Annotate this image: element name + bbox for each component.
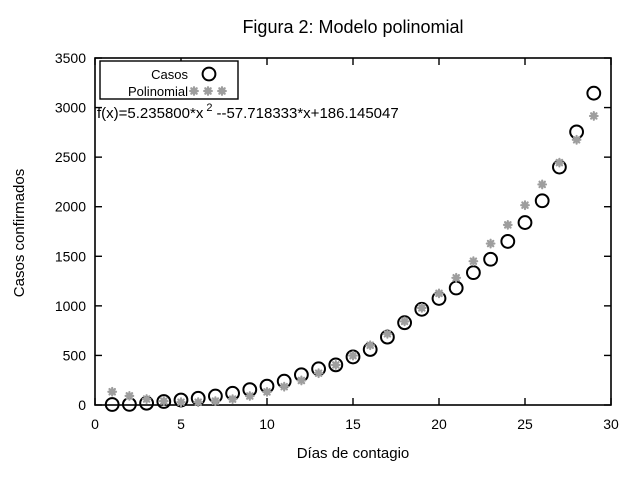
legend-label-polinomial: Polinomial [128,84,188,99]
data-point-polinomial [313,368,324,379]
x-tick-label: 25 [517,416,533,432]
axis-ticks: 0 5 10 15 20 25 30 0 500 1000 1500 2000 2500 3000 3500 [55,50,619,432]
data-point-polinomial [451,272,462,283]
series-polinomial [107,111,599,408]
fit-equation: f(x)=5.235800*x 2 --57.718333*x+186.145047 [97,102,399,122]
x-axis-label: Días de contagio [297,445,410,462]
y-tick-label: 3500 [55,50,86,66]
x-tick-label: 30 [603,416,619,432]
data-point-polinomial [141,394,152,404]
y-tick-label: 2000 [55,199,86,215]
data-point-polinomial [537,179,548,190]
y-tick-label: 0 [78,397,86,413]
data-point-casos [328,357,344,373]
fit-equation-superscript: 2 [206,102,212,114]
legend-markers [189,66,227,96]
x-tick-label: 20 [431,416,447,432]
data-point-polinomial [158,396,169,407]
data-point-polinomial [124,391,135,401]
data-point-polinomial [262,386,272,397]
data-point-polinomial [330,360,341,370]
x-tick-label: 5 [177,416,185,432]
data-point-casos [104,397,120,412]
y-tick-label: 500 [63,347,87,363]
x-tick-label: 0 [91,416,99,432]
data-point-polinomial [554,157,565,168]
series-layer [104,85,602,412]
data-point-casos [448,280,464,296]
y-tick-label: 1000 [55,298,86,314]
data-point-polinomial [365,340,376,351]
series-casos [104,85,602,412]
data-point-casos [345,349,361,365]
legend: Casos Polinomial [99,60,239,100]
data-point-casos [586,85,602,101]
y-axis-label: Casos confirmados [11,169,28,297]
data-point-casos [483,251,499,267]
legend-box [99,60,239,100]
y-tick-label: 2500 [55,149,86,165]
data-point-casos [466,265,481,281]
x-tick-label: 15 [345,416,361,432]
data-point-polinomial [203,86,213,96]
data-point-polinomial [399,316,410,327]
data-point-polinomial [502,219,513,230]
data-point-polinomial [217,86,227,96]
data-point-polinomial [227,394,238,405]
data-point-casos [414,301,430,317]
data-point-polinomial [571,134,582,145]
data-point-polinomial [210,396,221,407]
data-point-polinomial [485,238,496,249]
fit-equation-suffix: --57.718333*x+186.145047 [216,105,398,122]
x-tick-label: 10 [259,416,275,432]
data-point-polinomial [434,288,444,299]
data-point-polinomial [189,86,199,96]
chart-title: Figura 2: Modelo polinomial [242,17,463,37]
data-point-polinomial [193,397,204,408]
y-tick-label: 3000 [55,100,86,116]
data-point-polinomial [520,200,530,211]
data-point-polinomial [176,397,186,408]
data-point-polinomial [468,256,479,267]
data-point-polinomial [279,381,290,392]
data-point-casos [500,234,516,249]
data-point-polinomial [382,328,393,339]
data-point-casos [534,193,550,209]
legend-label-casos: Casos [151,67,188,82]
data-point-polinomial [588,111,599,121]
data-point-casos [156,394,172,409]
data-point-casos [517,215,533,230]
data-point-polinomial [296,375,307,386]
fit-equation-prefix: f(x)=5.235800*x [97,105,204,122]
data-point-casos [397,315,413,331]
data-point-casos [201,66,217,82]
data-point-polinomial [107,386,118,397]
y-tick-label: 1500 [55,248,86,264]
data-point-polinomial [416,302,427,313]
data-point-polinomial [348,350,358,361]
data-point-polinomial [244,391,255,401]
